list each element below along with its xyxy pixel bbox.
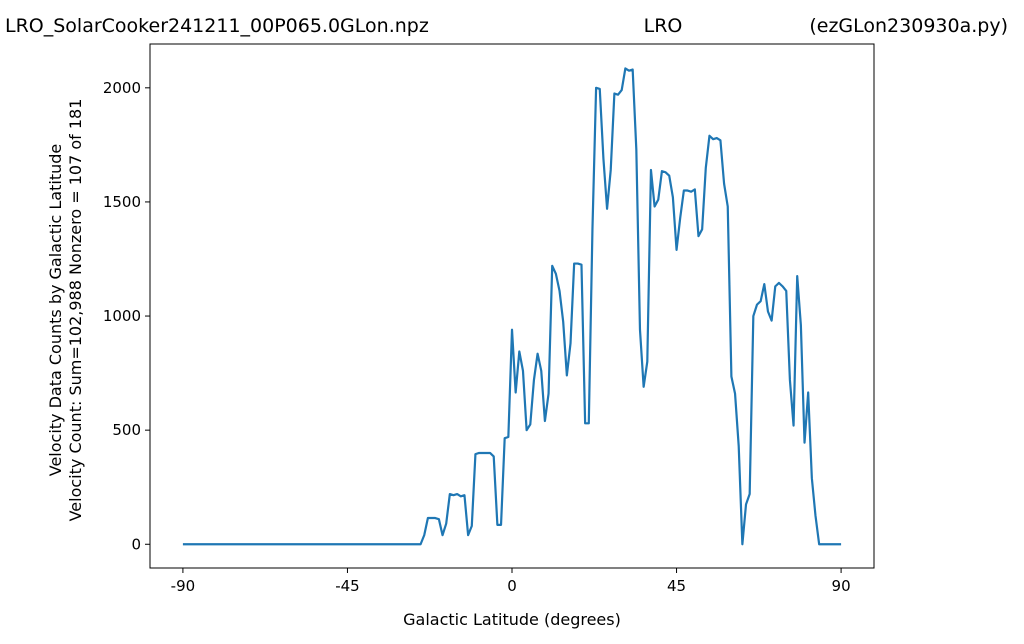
y-axis-label: Velocity Data Counts by Galactic Latitud… bbox=[46, 144, 65, 477]
y-axis-label: Velocity Count: Sum=102,988 Nonzero = 10… bbox=[66, 99, 85, 522]
x-tick-label: 0 bbox=[507, 577, 517, 595]
x-axis-label: Galactic Latitude (degrees) bbox=[403, 610, 621, 629]
x-tick-label: 90 bbox=[832, 577, 851, 595]
chart-title: LRO_SolarCooker241211_00P065.0GLon.npz bbox=[5, 15, 429, 37]
x-tick-label: 45 bbox=[667, 577, 686, 595]
x-tick-label: -90 bbox=[171, 577, 196, 595]
y-tick-label: 1500 bbox=[103, 193, 141, 211]
chart-title-right: (ezGLon230930a.py) bbox=[809, 15, 1008, 37]
y-tick-label: 1000 bbox=[103, 307, 141, 325]
chart-title-center: LRO bbox=[644, 15, 683, 37]
y-tick-label: 500 bbox=[112, 421, 141, 439]
data-line bbox=[182, 67, 842, 546]
y-tick-label: 2000 bbox=[103, 79, 141, 97]
x-tick-label: -45 bbox=[335, 577, 360, 595]
y-tick-label: 0 bbox=[131, 535, 141, 553]
plot-frame bbox=[149, 43, 875, 569]
